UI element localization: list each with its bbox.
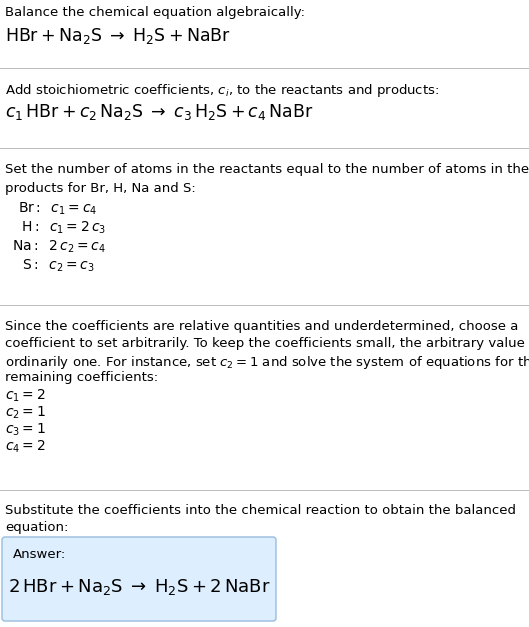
Text: Set the number of atoms in the reactants equal to the number of atoms in the: Set the number of atoms in the reactants…	[5, 163, 529, 176]
Text: Answer:: Answer:	[13, 548, 66, 561]
Text: $\mathrm{H{:}}\;\; c_1 = 2\,c_3$: $\mathrm{H{:}}\;\; c_1 = 2\,c_3$	[21, 220, 106, 236]
Text: remaining coefficients:: remaining coefficients:	[5, 371, 158, 384]
Text: $\mathrm{S{:}}\;\; c_2 = c_3$: $\mathrm{S{:}}\;\; c_2 = c_3$	[22, 258, 95, 275]
Text: equation:: equation:	[5, 521, 68, 534]
Text: $c_1 = 2$: $c_1 = 2$	[5, 388, 45, 404]
Text: $c_2 = 1$: $c_2 = 1$	[5, 405, 46, 421]
Text: $\mathrm{Na{:}}\;\; 2\,c_2 = c_4$: $\mathrm{Na{:}}\;\; 2\,c_2 = c_4$	[12, 239, 106, 255]
Text: products for Br, H, Na and S:: products for Br, H, Na and S:	[5, 182, 196, 195]
Text: Since the coefficients are relative quantities and underdetermined, choose a: Since the coefficients are relative quan…	[5, 320, 518, 333]
Text: $\mathrm{Br{:}}\;\; c_1 = c_4$: $\mathrm{Br{:}}\;\; c_1 = c_4$	[18, 201, 97, 218]
Text: Add stoichiometric coefficients, $c_i$, to the reactants and products:: Add stoichiometric coefficients, $c_i$, …	[5, 82, 439, 99]
FancyBboxPatch shape	[2, 537, 276, 621]
Text: $2\,\mathrm{HBr + Na_2S} \;\rightarrow\; \mathrm{H_2S} + 2\,\mathrm{NaBr}$: $2\,\mathrm{HBr + Na_2S} \;\rightarrow\;…	[8, 577, 270, 597]
Text: coefficient to set arbitrarily. To keep the coefficients small, the arbitrary va: coefficient to set arbitrarily. To keep …	[5, 337, 529, 350]
Text: ordinarily one. For instance, set $c_2 = 1$ and solve the system of equations fo: ordinarily one. For instance, set $c_2 =…	[5, 354, 529, 371]
Text: $c_1\,\mathrm{HBr} + c_2\,\mathrm{Na_2S} \;\rightarrow\; c_3\,\mathrm{H_2S} + c_: $c_1\,\mathrm{HBr} + c_2\,\mathrm{Na_2S}…	[5, 102, 313, 122]
Text: $c_3 = 1$: $c_3 = 1$	[5, 422, 46, 438]
Text: $c_4 = 2$: $c_4 = 2$	[5, 439, 45, 455]
Text: Substitute the coefficients into the chemical reaction to obtain the balanced: Substitute the coefficients into the che…	[5, 504, 516, 517]
Text: Balance the chemical equation algebraically:: Balance the chemical equation algebraica…	[5, 6, 305, 19]
Text: $\mathrm{HBr + Na_2S} \;\rightarrow\; \mathrm{H_2S + NaBr}$: $\mathrm{HBr + Na_2S} \;\rightarrow\; \m…	[5, 26, 231, 46]
